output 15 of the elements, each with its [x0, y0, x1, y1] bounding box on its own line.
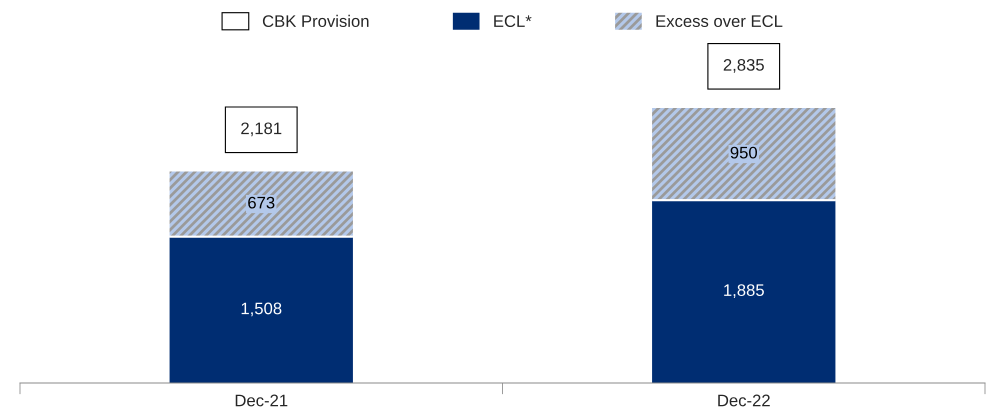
data-label: 950 — [730, 146, 758, 159]
total-label: 2,835 — [724, 59, 764, 73]
x-tick-label: Dec-22 — [718, 394, 770, 406]
data-label: 1,508 — [242, 302, 282, 316]
legend-label: Excess over ECL — [656, 15, 782, 28]
bar — [170, 236, 353, 383]
total-label: 2,181 — [241, 122, 282, 136]
bar — [652, 108, 836, 200]
bar — [652, 200, 836, 383]
bar — [170, 171, 353, 237]
text: CBK Provision — [262, 14, 368, 28]
data-label: 1,885 — [724, 284, 764, 298]
data-label: 673 — [248, 196, 274, 209]
legend-label: ECL* — [494, 15, 532, 28]
x-tick-label: Dec-21 — [236, 394, 288, 406]
